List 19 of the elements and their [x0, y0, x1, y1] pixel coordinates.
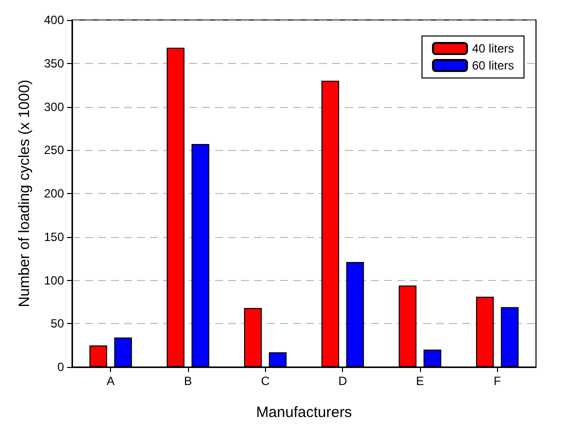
legend-label: 40 liters [472, 42, 514, 56]
x-tick-label: C [260, 374, 270, 388]
y-axis-title: Number of loading cycles (x 1000) [16, 80, 33, 308]
y-tick-label: 150 [44, 230, 64, 244]
x-tick-label: E [416, 374, 424, 388]
x-tick-label: A [106, 374, 115, 388]
x-tick-label: B [184, 374, 192, 388]
y-tick-label: 50 [50, 316, 64, 331]
y-tick-label: 400 [44, 13, 64, 27]
y-tick-label: 200 [44, 186, 64, 200]
x-tick-label: D [338, 374, 348, 388]
x-axis-title: Manufacturers [256, 404, 352, 421]
y-tick-label: 300 [44, 100, 64, 114]
legend-label: 60 liters [472, 58, 514, 72]
y-tick-label: 250 [44, 143, 64, 158]
y-tick-label: 350 [44, 56, 64, 70]
x-tick-label: F [494, 374, 502, 388]
y-tick-label: 100 [44, 273, 64, 288]
y-tick-label: 0 [57, 360, 64, 374]
